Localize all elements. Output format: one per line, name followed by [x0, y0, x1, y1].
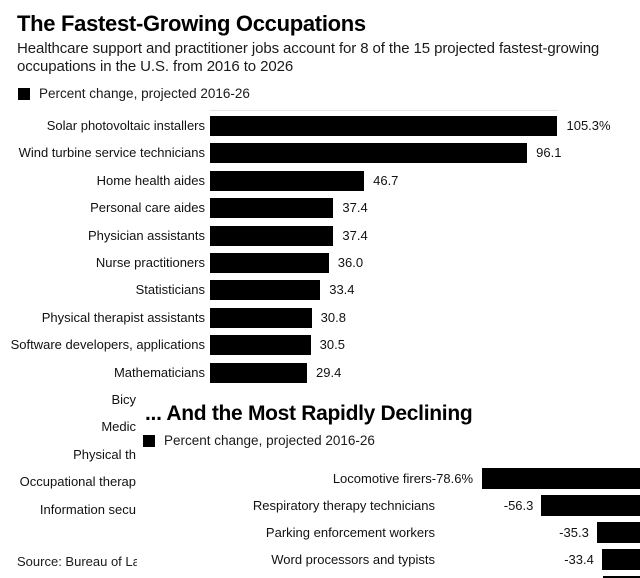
- bar: [210, 143, 528, 164]
- bar-category-label-truncated: Medic: [101, 419, 136, 435]
- bar-row: Nurse practitioners 36.0: [0, 253, 640, 273]
- bar: [210, 116, 558, 136]
- bar-value-label: 37.4: [342, 200, 368, 216]
- bar-value-label: -33.4: [564, 552, 594, 567]
- plot-top-hairline: [210, 110, 558, 111]
- bar-value-label: 96.1: [536, 145, 562, 161]
- bar-value-label: 46.7: [373, 172, 399, 188]
- legend-growing: Percent change, projected 2016-26: [18, 86, 250, 101]
- bar-category-label: Physician assistants: [87, 227, 205, 243]
- bar-value-label: 30.5: [319, 337, 345, 353]
- bar: [210, 198, 334, 219]
- bar-category-label: Personal care aides: [90, 200, 205, 216]
- bar-value-label: 37.4: [342, 227, 368, 243]
- bar-category-label: Home health aides: [96, 172, 205, 188]
- bar-category-label: Respiratory therapy technicians: [252, 498, 435, 513]
- bar-category-label: Nurse practitioners: [95, 255, 205, 270]
- bar-category-label: Software developers, applications: [10, 337, 205, 353]
- bar-row: Mathematicians 29.4: [0, 362, 640, 383]
- bar: [596, 522, 640, 543]
- bar: [210, 253, 329, 273]
- bar-row: Home health aides 46.7: [0, 170, 640, 191]
- bar-category-label: Wind turbine service technicians: [18, 145, 205, 161]
- bar-category-label-truncated: Bicy: [111, 392, 136, 407]
- bar-category-label: Word processors and typists: [271, 552, 435, 567]
- bar-value-label: -35.3: [559, 525, 589, 540]
- bar: [601, 549, 640, 570]
- legend-swatch-icon: [18, 87, 30, 100]
- page-title: The Fastest-Growing Occupations: [17, 11, 366, 36]
- bar-row: Physician assistants 37.4: [0, 225, 640, 246]
- bar-category-label: Mathematicians: [113, 364, 205, 380]
- bar-row-clipped: [0, 576, 640, 578]
- bar-row: Word processors and typists -33.4: [0, 549, 640, 570]
- bar-row: Locomotive firers-78.6%: [0, 468, 640, 489]
- bar: [210, 170, 365, 191]
- bar-value-label: 29.4: [316, 364, 342, 380]
- bar: [482, 468, 640, 489]
- bar-value-label: 30.8: [320, 309, 346, 325]
- bar-row: Respiratory therapy technicians -56.3: [0, 495, 640, 516]
- bar-category-and-value-label: Locomotive firers-78.6%: [332, 471, 473, 486]
- legend-swatch-icon: [143, 434, 155, 447]
- bar-row: Wind turbine service technicians 96.1: [0, 143, 640, 164]
- source-note: Source: Bureau of La: [17, 554, 140, 569]
- bar: [210, 280, 321, 301]
- bar-row: Personal care aides 37.4: [0, 198, 640, 219]
- bar-row: Physical therapist assistants 30.8: [0, 307, 640, 328]
- bar-value-label: 36.0: [337, 255, 364, 270]
- legend-label: Percent change, projected 2016-26: [164, 433, 375, 448]
- bar-category-label: Statisticians: [135, 282, 205, 298]
- bar-value-label: 33.4: [329, 282, 355, 298]
- legend-declining: Percent change, projected 2016-26: [143, 433, 375, 448]
- bar-value-label: 105.3%: [566, 118, 611, 133]
- bar-row: Statisticians 33.4: [0, 280, 640, 301]
- subtitle-line-1: Healthcare support and practitioner jobs…: [17, 40, 600, 57]
- bar: [603, 576, 640, 578]
- bar-category-label-truncated: Physical th: [73, 446, 136, 462]
- bar-category-label: Solar photovoltaic installers: [46, 118, 205, 133]
- declining-chart-panel: ... And the Most Rapidly Declining Perce…: [137, 388, 640, 578]
- bar-row: Software developers, applications 30.5: [0, 335, 640, 356]
- bar-row: Solar photovoltaic installers 105.3%: [0, 116, 640, 136]
- chart-subtitle: Healthcare support and practitioner jobs…: [17, 40, 599, 76]
- bar: [210, 307, 312, 328]
- bar-category-label: Parking enforcement workers: [265, 525, 435, 540]
- bar-value-label: -56.3: [503, 498, 534, 513]
- declining-title: ... And the Most Rapidly Declining: [145, 402, 473, 425]
- bar-category-label-truncated: Information secu: [39, 501, 136, 517]
- legend-label: Percent change, projected 2016-26: [39, 86, 250, 101]
- bar: [210, 225, 334, 246]
- bar: [541, 495, 640, 516]
- bar-category-label-truncated: Occupational therap: [19, 474, 136, 490]
- bar-category-label: Physical therapist assistants: [41, 309, 205, 325]
- bar-row: Parking enforcement workers -35.3: [0, 522, 640, 543]
- bar: [210, 362, 308, 383]
- subtitle-line-2: occupations in the U.S. from 2016 to 202…: [17, 58, 294, 75]
- bar: [210, 335, 311, 356]
